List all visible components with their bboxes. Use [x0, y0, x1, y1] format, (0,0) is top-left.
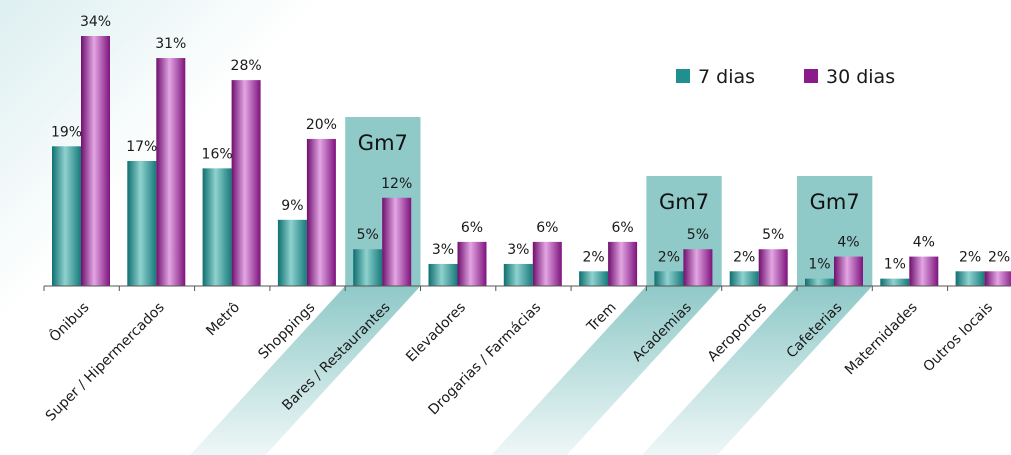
legend-swatch-7-dias [676, 69, 690, 83]
value-label-30-dias-maternidades: 4% [913, 235, 935, 251]
highlight-band-cafeterias [642, 286, 873, 455]
highlight-label-cafeterias: Gm7 [810, 190, 860, 214]
bar-7-dias-onibus [52, 146, 81, 286]
bar-7-dias-outros-locais [955, 271, 985, 286]
bar-30-dias-maternidades [909, 256, 939, 286]
value-label-7-dias-bares-restaurantes: 5% [357, 227, 379, 243]
legend-label-30-dias: 30 dias [826, 66, 895, 88]
value-label-7-dias-super-hipermercados: 17% [126, 139, 157, 155]
bar-30-dias-outros-locais [984, 271, 1011, 286]
bar-7-dias-drogarias-farmacias [503, 263, 533, 286]
bar-30-dias-aeroportos [758, 249, 788, 286]
bar-7-dias-maternidades [880, 278, 910, 286]
bar-30-dias-super-hipermercados [156, 58, 186, 286]
value-label-7-dias-metro: 16% [202, 146, 233, 162]
value-label-30-dias-aeroportos: 5% [762, 227, 784, 243]
category-label-metro: Metrô [203, 300, 243, 340]
bar-7-dias-super-hipermercados [127, 161, 157, 286]
bar-30-dias-academias [683, 249, 713, 286]
value-label-7-dias-cafeterias: 1% [808, 257, 830, 273]
value-label-7-dias-elevadores: 3% [432, 242, 454, 258]
bar-7-dias-trem [579, 271, 609, 286]
bar-7-dias-metro [202, 168, 232, 286]
value-label-7-dias-trem: 2% [582, 249, 604, 265]
value-label-30-dias-academias: 5% [687, 227, 709, 243]
value-label-7-dias-shoppings: 9% [281, 198, 303, 214]
bar-7-dias-cafeterias [805, 278, 834, 286]
value-label-30-dias-bares-restaurantes: 12% [381, 176, 412, 192]
highlight-band-academias [491, 286, 722, 455]
value-label-30-dias-onibus: 34% [80, 14, 111, 30]
category-label-elevadores: Elevadores [403, 300, 469, 366]
category-label-onibus: Ônibus [45, 298, 92, 345]
category-label-maternidades: Maternidades [842, 300, 921, 379]
bar-7-dias-aeroportos [729, 271, 759, 286]
bar-30-dias-cafeterias [834, 256, 863, 286]
bar-30-dias-elevadores [457, 241, 487, 286]
legend-label-7-dias: 7 dias [698, 66, 755, 88]
bar-7-dias-shoppings [277, 219, 307, 286]
value-label-30-dias-trem: 6% [611, 220, 633, 236]
bar-30-dias-drogarias-farmacias [532, 241, 562, 286]
value-label-7-dias-maternidades: 1% [884, 257, 906, 273]
bar-7-dias-bares-restaurantes [353, 249, 383, 286]
value-label-30-dias-super-hipermercados: 31% [155, 36, 186, 52]
category-label-outros-locais: Outros locais [920, 300, 996, 376]
value-label-7-dias-aeroportos: 2% [733, 249, 755, 265]
highlight-label-academias: Gm7 [659, 190, 709, 214]
bar-30-dias-shoppings [306, 138, 336, 286]
value-label-7-dias-onibus: 19% [51, 124, 82, 140]
value-label-7-dias-drogarias-farmacias: 3% [507, 242, 529, 258]
value-label-30-dias-outros-locais: 2% [988, 249, 1010, 265]
bar-7-dias-academias [654, 271, 684, 286]
value-label-30-dias-metro: 28% [231, 58, 262, 74]
value-label-30-dias-shoppings: 20% [306, 117, 337, 133]
highlight-label-bares-restaurantes: Gm7 [358, 131, 408, 155]
value-label-30-dias-cafeterias: 4% [837, 235, 859, 251]
bar-30-dias-trem [608, 241, 638, 286]
highlight-band-bares-restaurantes [190, 286, 421, 455]
value-label-7-dias-outros-locais: 2% [959, 249, 981, 265]
legend-swatch-30-dias [804, 69, 818, 83]
value-label-30-dias-elevadores: 6% [461, 220, 483, 236]
value-label-30-dias-drogarias-farmacias: 6% [536, 220, 558, 236]
bar-30-dias-bares-restaurantes [382, 197, 412, 286]
bar-30-dias-onibus [81, 36, 110, 286]
value-label-7-dias-academias: 2% [658, 249, 680, 265]
bar-30-dias-metro [231, 80, 261, 286]
bar-7-dias-elevadores [428, 263, 458, 286]
